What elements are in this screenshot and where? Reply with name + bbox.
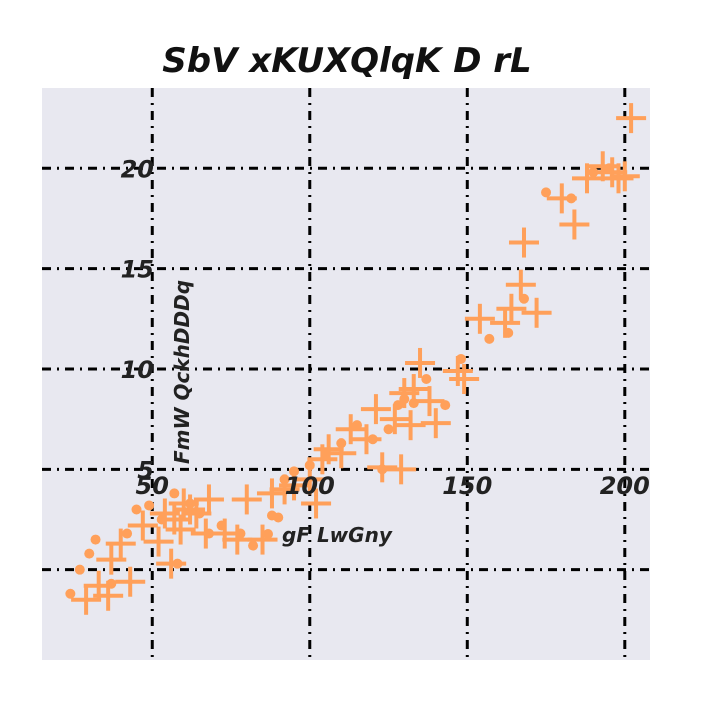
legend: gF LwGny	[263, 523, 393, 547]
plus-marker	[247, 524, 278, 555]
dot-marker	[541, 187, 552, 198]
plus-marker	[165, 514, 196, 545]
plus-marker	[193, 484, 224, 515]
y-tick-label: 20	[121, 155, 154, 183]
dot-marker	[65, 588, 76, 599]
dot-marker	[169, 488, 180, 499]
plus-marker	[420, 408, 451, 439]
dot-marker	[588, 167, 599, 178]
y-tick-label: 10	[121, 356, 154, 384]
y-axis-label: FmW QckhDDDq	[170, 280, 194, 464]
dot-marker	[383, 424, 394, 435]
plus-marker	[313, 434, 344, 465]
dot-marker	[84, 548, 95, 559]
plus-marker	[490, 307, 521, 338]
legend-label: gF LwGny	[282, 523, 393, 547]
dot-marker	[144, 500, 155, 511]
plus-marker	[209, 518, 240, 549]
data-points	[65, 103, 647, 615]
plus-marker	[464, 303, 495, 334]
y-tick-label: 5	[137, 456, 154, 484]
plus-marker	[616, 103, 647, 134]
y-tick-label: 15	[121, 256, 154, 284]
plus-marker	[93, 580, 124, 611]
plus-marker	[294, 464, 325, 495]
dot-marker	[122, 528, 133, 539]
dot-marker	[74, 564, 85, 575]
plus-marker	[521, 297, 552, 328]
plus-marker	[603, 163, 634, 194]
plus-marker	[143, 526, 174, 557]
plus-marker	[175, 494, 206, 525]
plus-marker	[105, 528, 136, 559]
chart-title: SbV xKUXQlqK D rL	[162, 41, 531, 81]
plus-marker	[597, 157, 628, 188]
plus-marker	[115, 566, 146, 597]
plus-marker	[414, 386, 445, 417]
plus-marker	[546, 183, 577, 214]
plus-marker	[508, 227, 539, 258]
plus-marker	[505, 269, 536, 300]
plus-marker	[96, 544, 127, 575]
plus-marker	[279, 470, 310, 501]
x-tick-label: 50	[136, 472, 169, 500]
plus-marker	[181, 498, 212, 529]
plus-marker	[222, 524, 253, 555]
dot-marker	[421, 374, 432, 385]
legend-marker	[263, 529, 273, 539]
dot-marker	[484, 333, 495, 344]
plus-marker	[360, 394, 391, 425]
dot-marker	[248, 540, 259, 551]
plus-marker	[367, 452, 398, 483]
plus-marker	[127, 510, 158, 541]
plus-marker	[351, 424, 382, 455]
plus-marker	[571, 163, 602, 194]
plus-marker	[71, 584, 102, 615]
x-tick-label: 150	[442, 472, 492, 500]
plus-marker	[335, 414, 366, 445]
plus-marker	[405, 347, 436, 378]
plus-marker	[156, 548, 187, 579]
plus-marker	[559, 209, 590, 240]
plus-marker	[379, 404, 410, 435]
plus-marker	[398, 374, 429, 405]
plus-marker	[301, 488, 332, 519]
tick-labels: 50 100 150 200 5 10 15 20	[121, 155, 650, 500]
dot-marker	[90, 534, 101, 545]
dot-marker	[131, 504, 142, 515]
plus-marker	[326, 438, 357, 469]
dot-marker	[273, 512, 284, 523]
x-tick-label: 100	[285, 472, 335, 500]
plus-marker	[395, 410, 426, 441]
plus-marker	[256, 478, 287, 509]
plus-marker	[231, 484, 262, 515]
plus-marker	[496, 293, 527, 324]
plot-area	[42, 88, 650, 660]
plus-marker	[386, 454, 417, 485]
plus-marker	[609, 161, 640, 192]
x-tick-label: 200	[600, 472, 650, 500]
plus-marker	[449, 364, 480, 395]
